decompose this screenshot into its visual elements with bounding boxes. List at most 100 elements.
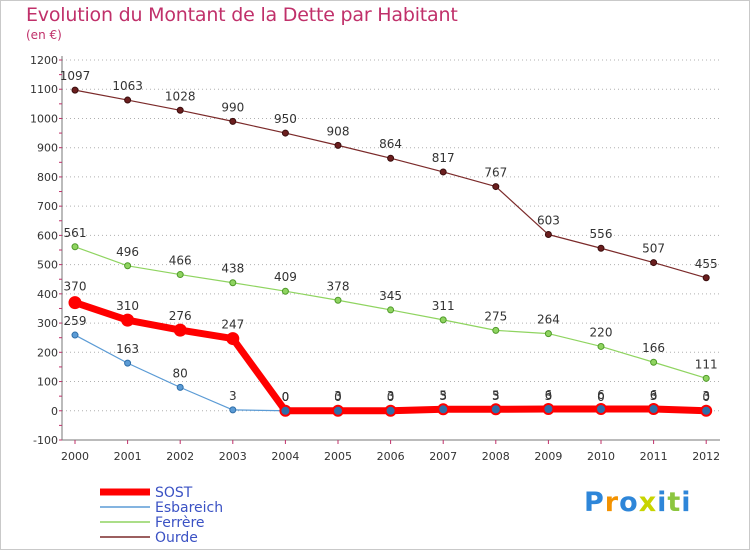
data-label-esbareich: 3 (334, 389, 342, 403)
data-label-ourde: 950 (274, 112, 297, 126)
point-esbareich (176, 383, 184, 391)
data-label-esbareich: 163 (116, 342, 139, 356)
point-ourde (387, 154, 395, 162)
data-label-ourde: 603 (537, 214, 560, 228)
y-tick-label: 200 (37, 346, 58, 359)
data-label-ourde: 455 (695, 257, 718, 271)
logo-letter: P (584, 487, 605, 518)
data-label-sost: 0 (702, 390, 710, 404)
x-tick-label: 2011 (640, 450, 668, 463)
data-label-ourde: 817 (432, 151, 455, 165)
data-label-ferrere: 345 (379, 289, 402, 303)
x-tick-label: 2007 (429, 450, 457, 463)
data-label-sost: 6 (597, 388, 605, 402)
data-label-ourde: 990 (221, 100, 244, 114)
point-esbareich (124, 359, 132, 367)
data-label-ferrere: 275 (484, 309, 507, 323)
y-tick-label: 1000 (30, 112, 58, 125)
x-tick-label: 2012 (692, 450, 720, 463)
point-ourde (492, 183, 500, 191)
y-tick-label: 1100 (30, 83, 58, 96)
y-tick-label: -100 (33, 434, 58, 447)
x-tick-label: 2010 (587, 450, 615, 463)
point-ourde (702, 274, 710, 282)
point-ferrere (124, 262, 132, 270)
point-ourde (281, 129, 289, 137)
data-label-ourde: 1028 (165, 89, 196, 103)
point-esbareich (71, 331, 79, 339)
x-tick-label: 2004 (271, 450, 299, 463)
point-ferrere (229, 279, 237, 287)
data-label-sost: 370 (64, 280, 87, 294)
logo-letter: r (604, 487, 620, 518)
data-label-esbareich: 3 (439, 389, 447, 403)
data-label-sost: 247 (221, 318, 244, 332)
point-ferrere (544, 330, 552, 338)
x-tick-label: 2009 (534, 450, 562, 463)
data-label-esbareich: 3 (229, 389, 237, 403)
x-tick-label: 2003 (219, 450, 247, 463)
point-sost (437, 403, 450, 416)
point-sost (384, 404, 397, 417)
y-tick-label: 400 (37, 288, 58, 301)
logo-letter: i (681, 487, 692, 518)
data-label-ferrere: 409 (274, 270, 297, 284)
data-label-sost: 310 (116, 299, 139, 313)
x-tick-label: 2005 (324, 450, 352, 463)
data-label-ferrere: 264 (537, 313, 560, 327)
logo-letter: o (619, 487, 639, 518)
point-ferrere (334, 296, 342, 304)
point-sost (595, 403, 607, 416)
data-label-ourde: 864 (379, 137, 402, 151)
logo-letter: i (657, 487, 668, 518)
point-sost (332, 404, 344, 417)
point-ourde (439, 168, 447, 176)
y-tick-label: 100 (37, 376, 58, 389)
data-label-ferrere: 111 (695, 357, 718, 371)
y-tick-label: 900 (37, 142, 58, 155)
data-label-esbareich: 3 (650, 389, 658, 403)
x-tick-label: 2006 (377, 450, 405, 463)
data-label-ferrere: 561 (64, 226, 87, 240)
point-sost (489, 403, 502, 416)
data-label-esbareich: 259 (64, 314, 87, 328)
data-label-esbareich: 0 (282, 390, 290, 404)
x-tick-label: 2000 (61, 450, 89, 463)
data-label-ourde: 908 (327, 124, 350, 138)
data-label-ferrere: 378 (327, 279, 350, 293)
data-label-sost: 5 (492, 388, 500, 402)
point-ferrere (492, 326, 500, 334)
point-sost (542, 403, 555, 416)
point-ferrere (387, 306, 395, 314)
point-sost (700, 404, 713, 417)
data-label-sost: 0 (282, 390, 290, 404)
data-label-esbareich: 80 (173, 366, 188, 380)
data-label-sost: 276 (169, 309, 192, 323)
data-label-ferrere: 438 (221, 262, 244, 276)
y-tick-label: 0 (51, 405, 58, 418)
point-ourde (544, 231, 552, 239)
y-tick-label: 800 (37, 171, 58, 184)
data-label-esbareich: 3 (702, 389, 710, 403)
data-label-ferrere: 496 (116, 245, 139, 259)
point-ferrere (176, 271, 184, 279)
point-sost (121, 313, 135, 327)
point-ourde (229, 117, 237, 125)
legend-label: SOST (155, 485, 193, 501)
y-tick-label: 300 (37, 317, 58, 330)
point-ferrere (650, 358, 658, 366)
point-ourde (176, 106, 184, 114)
y-tick-label: 600 (37, 229, 58, 242)
point-sost (279, 404, 292, 417)
legend-label: Esbareich (155, 500, 223, 516)
point-ourde (334, 141, 342, 149)
x-tick-label: 2008 (482, 450, 510, 463)
data-label-ferrere: 220 (590, 325, 613, 339)
x-tick-label: 2002 (166, 450, 194, 463)
data-label-ourde: 1097 (60, 69, 91, 83)
chart-title: Evolution du Montant de la Dette par Hab… (26, 4, 458, 26)
point-esbareich (229, 406, 237, 414)
point-ourde (650, 259, 658, 267)
